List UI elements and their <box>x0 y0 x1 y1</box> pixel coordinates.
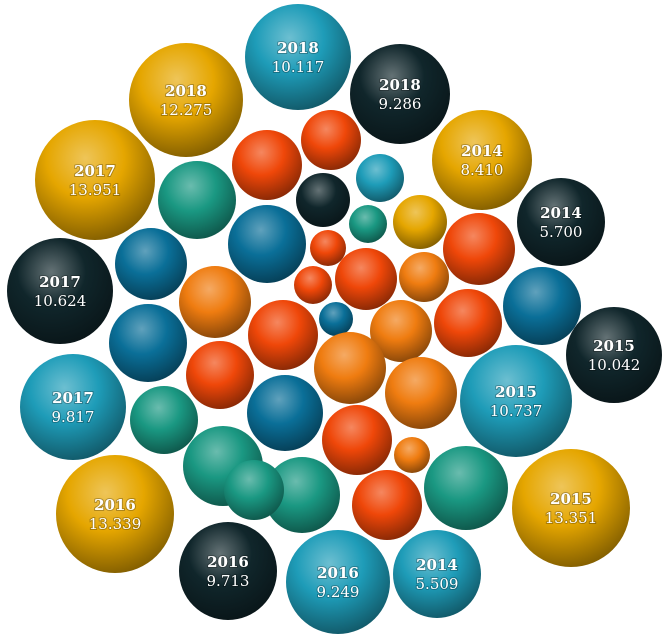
bubble-year-label: 2015 <box>495 383 537 401</box>
bubble-value-label: 9.817 <box>52 408 95 426</box>
bubble-unlabeled <box>322 405 392 475</box>
bubble-circle <box>179 522 277 620</box>
bubble-unlabeled <box>296 173 350 227</box>
bubble-year-label: 2015 <box>593 337 635 355</box>
bubble-value-label: 13.339 <box>89 515 142 533</box>
bubble-unlabeled <box>434 289 502 357</box>
bubble-unlabeled <box>370 300 432 362</box>
labeled-bubbles: 201810.11720189.286201812.27520148.41020… <box>7 4 662 634</box>
bubble-value-label: 10.624 <box>34 292 87 310</box>
bubble-value-label: 10.042 <box>588 356 641 374</box>
bubble-circle <box>350 44 450 144</box>
bubble-value-label: 5.700 <box>540 223 583 241</box>
bubble-unlabeled <box>224 460 284 520</box>
bubble-value-label: 10.117 <box>272 58 325 76</box>
bubble-year-label: 2016 <box>207 553 249 571</box>
bubble-unlabeled <box>314 332 386 404</box>
bubble-year-label: 2016 <box>94 496 136 514</box>
bubble-circle <box>393 530 481 618</box>
bubble-circle <box>20 354 126 460</box>
bubble-unlabeled <box>503 267 581 345</box>
bubble-circle <box>566 307 662 403</box>
bubble-value-label: 13.951 <box>69 181 122 199</box>
bubble-circle <box>129 43 243 157</box>
bubble-unlabeled <box>115 228 187 300</box>
bubble-unlabeled <box>319 302 353 336</box>
bubble-value-label: 9.286 <box>379 95 422 113</box>
bubble-value-label: 10.737 <box>490 402 543 420</box>
bubble-value-label: 12.275 <box>160 101 213 119</box>
bubble-unlabeled <box>356 154 404 202</box>
bubble-unlabeled <box>385 357 457 429</box>
bubble-unlabeled <box>158 161 236 239</box>
bubble-unlabeled <box>294 266 332 304</box>
bubble-circle <box>286 530 390 634</box>
bubble-value-label: 9.713 <box>207 572 250 590</box>
bubble-unlabeled <box>228 205 306 283</box>
bubble-year-label: 2018 <box>165 82 207 100</box>
bubble-unlabeled <box>393 195 447 249</box>
bubble-circle <box>517 178 605 266</box>
bubble-unlabeled <box>248 300 318 370</box>
bubble-unlabeled <box>424 446 508 530</box>
bubble-circle <box>512 449 630 567</box>
bubble-value-label: 5.509 <box>416 575 459 593</box>
bubble-unlabeled <box>310 230 346 266</box>
unlabeled-bubbles <box>109 110 581 540</box>
bubble-year-label: 2017 <box>39 273 81 291</box>
bubble-year-label: 2017 <box>52 389 94 407</box>
bubble-unlabeled <box>264 457 340 533</box>
bubble-unlabeled <box>301 110 361 170</box>
bubble-value-label: 9.249 <box>317 583 360 601</box>
bubble-circle <box>35 120 155 240</box>
bubble-unlabeled <box>443 213 515 285</box>
bubble-value-label: 8.410 <box>461 161 504 179</box>
bubble-circle <box>432 110 532 210</box>
bubble-year-label: 2018 <box>379 76 421 94</box>
bubble-circle <box>460 345 572 457</box>
bubble-unlabeled <box>352 470 422 540</box>
bubble-unlabeled <box>179 266 251 338</box>
bubble-circle <box>56 455 174 573</box>
bubble-year-label: 2016 <box>317 564 359 582</box>
bubble-year-label: 2014 <box>461 142 503 160</box>
bubble-year-label: 2014 <box>540 204 582 222</box>
bubble-unlabeled <box>186 341 254 409</box>
bubble-unlabeled <box>109 304 187 382</box>
bubble-year-label: 2017 <box>74 162 116 180</box>
bubble-unlabeled <box>399 252 449 302</box>
bubble-unlabeled <box>335 248 397 310</box>
bubble-value-label: 13.351 <box>545 509 598 527</box>
bubble-circle <box>245 4 351 110</box>
bubble-circle <box>7 238 113 344</box>
bubble-unlabeled <box>130 386 198 454</box>
bubble-year-label: 2018 <box>277 39 319 57</box>
bubble-year-label: 2014 <box>416 556 458 574</box>
bubble-unlabeled <box>247 375 323 451</box>
bubble-year-label: 2015 <box>550 490 592 508</box>
bubble-unlabeled <box>232 130 302 200</box>
bubble-unlabeled <box>394 437 430 473</box>
bubble-unlabeled <box>349 205 387 243</box>
